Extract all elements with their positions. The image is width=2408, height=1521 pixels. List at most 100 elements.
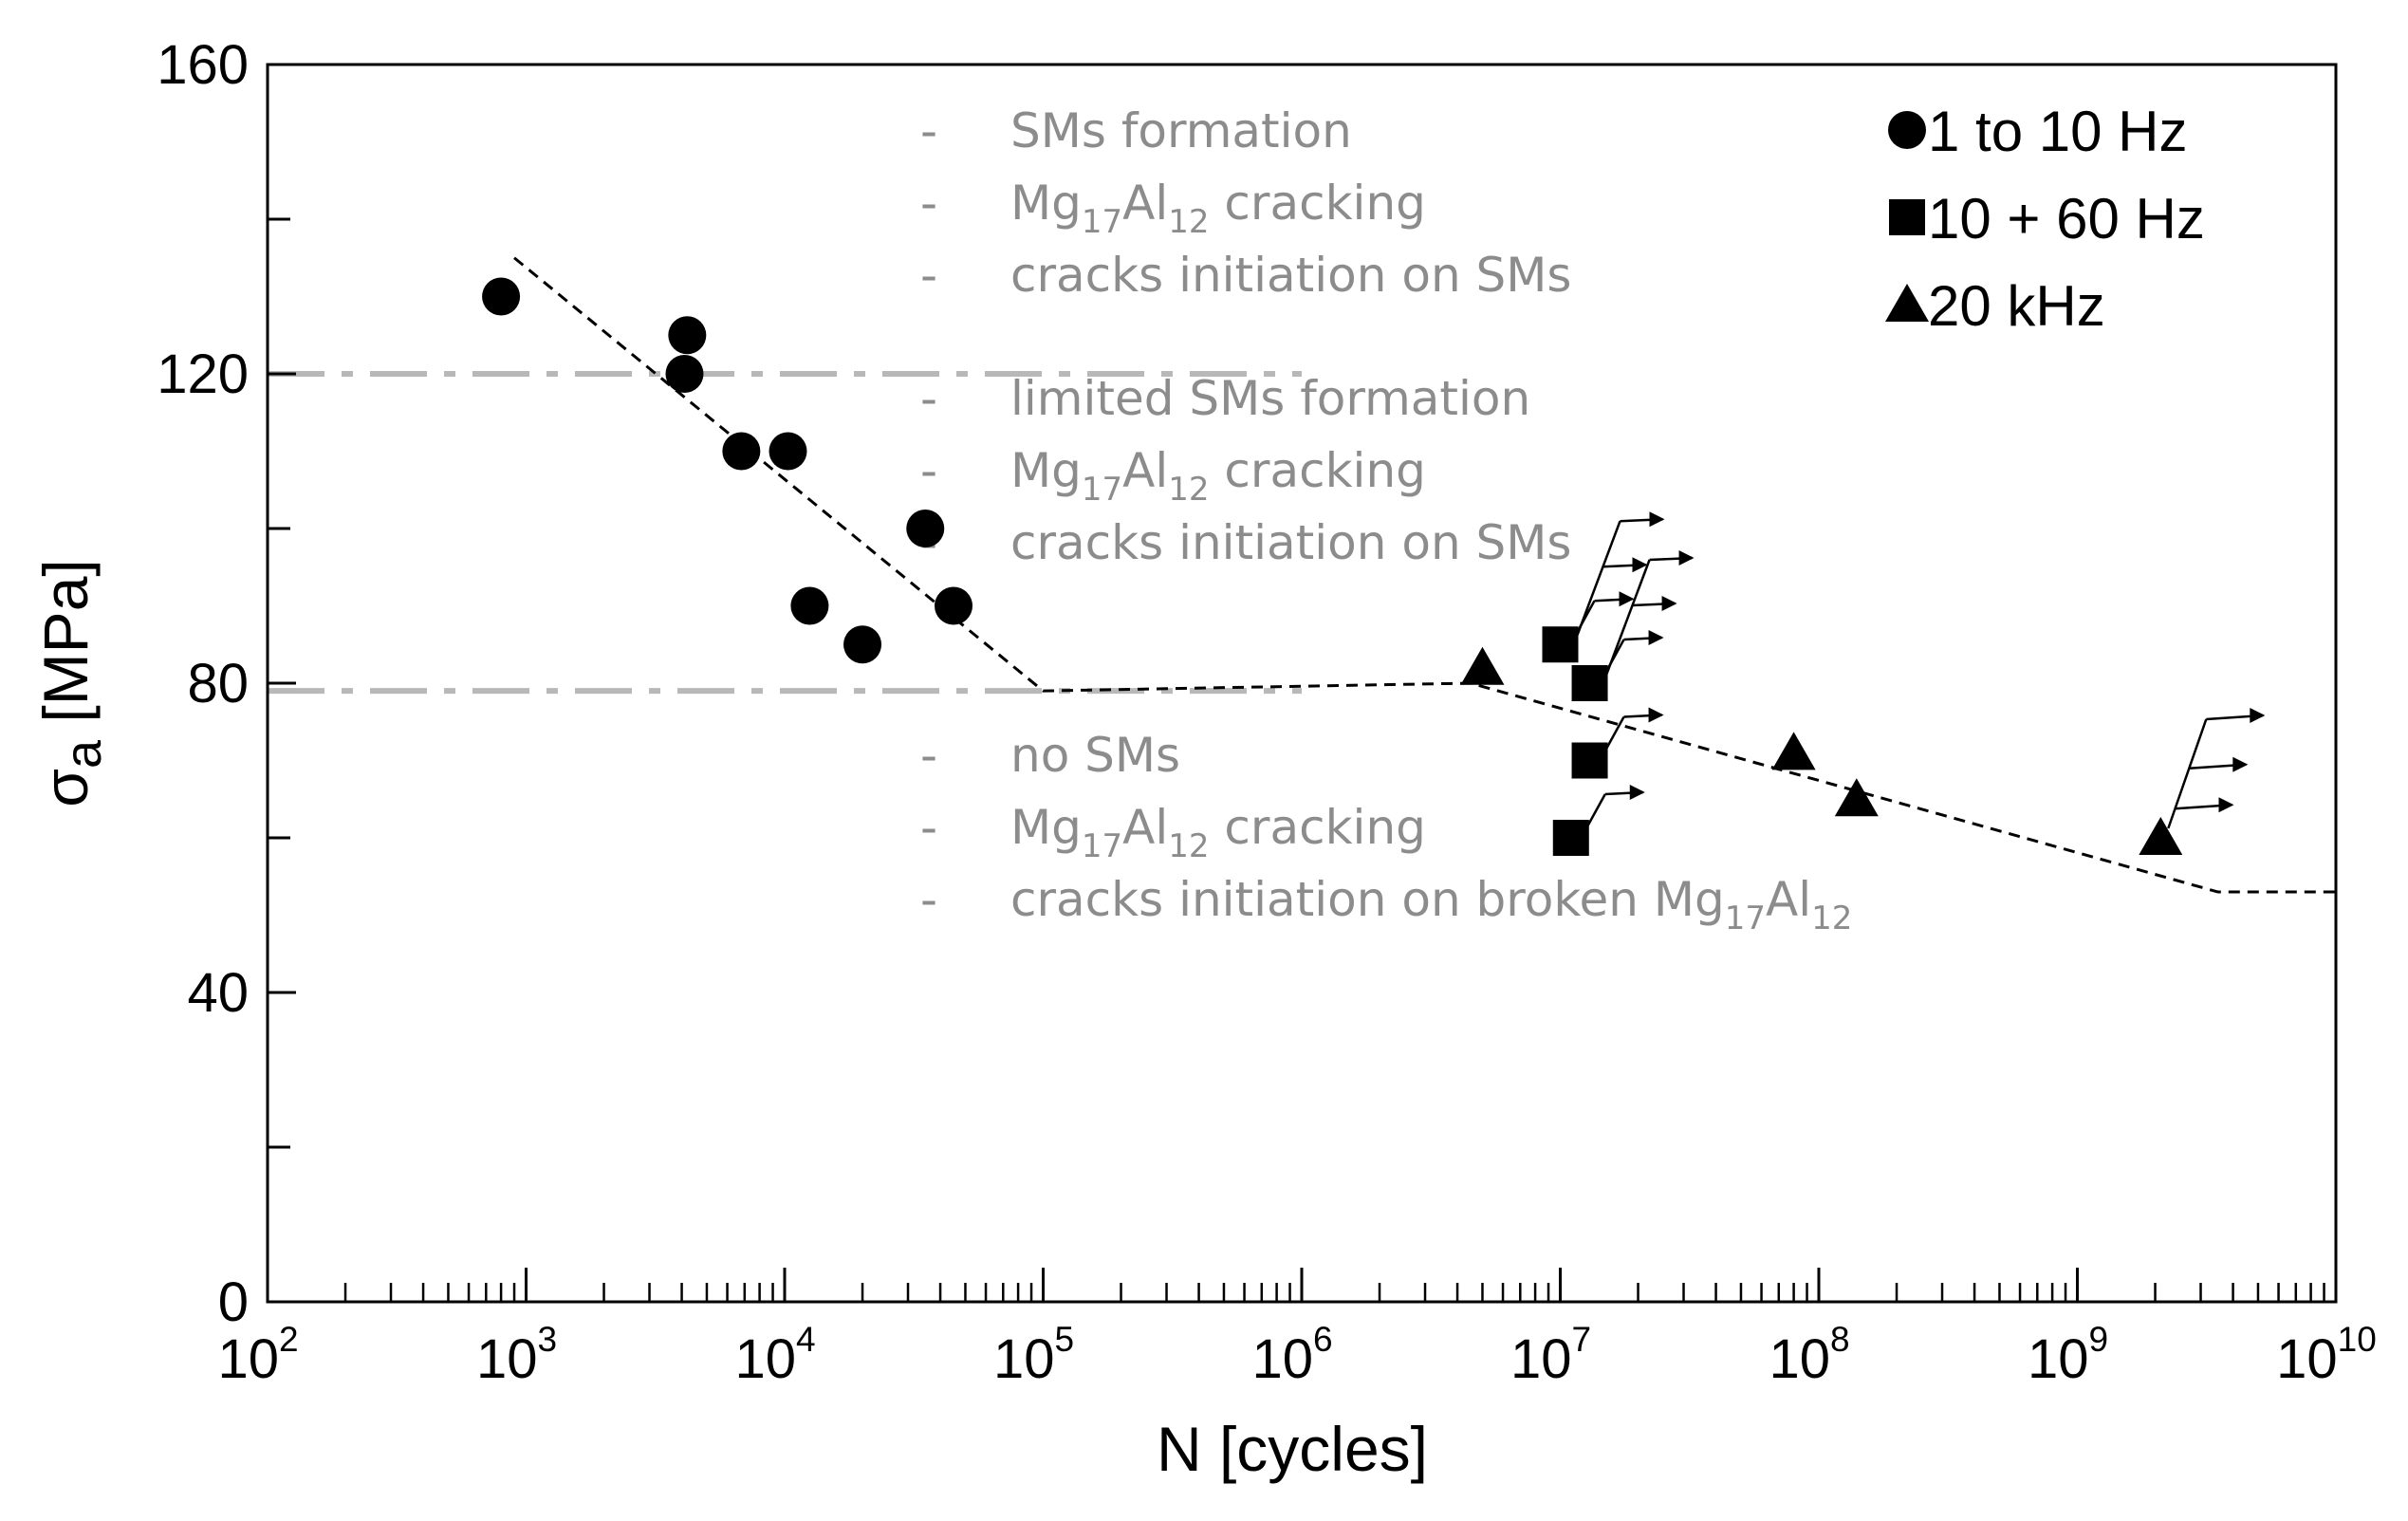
annotation-text-part: Al (1122, 176, 1168, 231)
annotation-text-part: cracking (1210, 443, 1426, 498)
y-tick-label: 40 (187, 962, 249, 1024)
x-tick-exponent: 6 (1313, 1320, 1333, 1359)
annotation-line: Mg17Al12 cracking (1010, 443, 1426, 509)
annotation-bullet: - (920, 800, 937, 855)
square-point (1571, 742, 1608, 779)
runout-stem (1605, 559, 1651, 675)
x-tick-label: 102 (217, 1320, 298, 1390)
annotation-bullet: - (920, 443, 937, 498)
x-axis-title: N [cycles] (1157, 1414, 1428, 1484)
annotation-line: Mg17Al12 cracking (1010, 800, 1426, 865)
runout-arrowhead (1648, 707, 1664, 723)
x-tick-base: 10 (1510, 1328, 1572, 1390)
annotation-text-part: cracks initiation on broken Mg (1010, 872, 1725, 927)
runout-stem (1576, 520, 1621, 636)
runout-arrowhead (1661, 596, 1677, 611)
circle-point (790, 586, 829, 625)
annotation-subscript: 12 (1168, 203, 1209, 241)
annotation-text-part: no SMs (1010, 728, 1180, 783)
annotation-line: Mg17Al12 cracking (1010, 176, 1426, 241)
y-tick-label: 120 (157, 343, 249, 405)
threshold-lines (268, 371, 1302, 695)
legend-marker-circle (1888, 111, 1926, 149)
annotation-text-part: cracking (1210, 800, 1426, 855)
annotation-text-part: Mg (1010, 176, 1082, 231)
y-axis-ticks: 0 40 80 120 160 (157, 34, 296, 1333)
x-tick-exponent: 7 (1571, 1320, 1591, 1359)
annotation-text-part: Al (1766, 872, 1811, 927)
annotation-line: cracks initiation on broken Mg17Al12 (1010, 872, 1852, 937)
x-tick-exponent: 8 (1830, 1320, 1850, 1359)
x-tick-exponent: 5 (1054, 1320, 1074, 1359)
square-point (1542, 626, 1579, 663)
annotation-subscript: 12 (1811, 900, 1852, 937)
circle-point (722, 432, 761, 471)
y-axis-title: σa [MPa] (30, 559, 112, 807)
annotation-text-part: Mg (1010, 800, 1082, 855)
annotation-text-part: SMs formation (1010, 103, 1352, 158)
runout-arrows (1572, 511, 2266, 833)
x-tick-label: 108 (1769, 1320, 1849, 1390)
x-tick-label: 106 (1251, 1320, 1332, 1390)
legend-marker-triangle (1885, 284, 1929, 322)
annotation-bullet: - (920, 728, 937, 783)
x-tick-label: 103 (476, 1320, 557, 1390)
runout-arrowhead (1632, 557, 1648, 573)
annotation-bullet: - (920, 103, 937, 158)
annotation-line: limited SMs formation (1010, 371, 1530, 426)
annotation-text-part: cracks initiation on SMs (1010, 515, 1571, 570)
axis-labels: N [cycles] σa [MPa] (30, 559, 1428, 1484)
runout-stem (2167, 718, 2208, 829)
circle-point (843, 625, 882, 664)
x-tick-base: 10 (476, 1328, 538, 1390)
data-points (482, 277, 2183, 856)
trend-line-group (513, 256, 2336, 894)
triangle-point (1771, 732, 1816, 770)
square-point (1571, 665, 1608, 701)
circle-point (935, 586, 973, 625)
annotation-subscript: 12 (1168, 827, 1209, 865)
annotation-text-part: cracks initiation on SMs (1010, 248, 1571, 303)
x-tick-base: 10 (734, 1328, 796, 1390)
x-tick-exponent: 10 (2338, 1320, 2377, 1359)
x-axis-ticks: 102 103 104 105 106 107 108 109 1010 (217, 1268, 2377, 1390)
circle-point (906, 510, 945, 547)
triangle-point (2139, 817, 2183, 855)
triangle-point (1834, 778, 1879, 817)
annotation-line: no SMs (1010, 728, 1180, 783)
runout-arrowhead (2250, 708, 2266, 723)
annotations: - SMs formation- Mg17Al12 cracking-cracks … (920, 103, 1852, 937)
x-tick-base: 10 (2028, 1328, 2089, 1390)
legend-label: 1 to 10 Hz (1928, 100, 2188, 163)
x-tick-base: 10 (993, 1328, 1055, 1390)
circle-point (482, 277, 521, 316)
y-tick-label: 160 (157, 34, 249, 96)
legend-marker-square (1889, 199, 1925, 235)
circle-point (665, 355, 704, 393)
x-tick-label: 107 (1510, 1320, 1591, 1390)
y-axis-title-unit: [MPa] (30, 559, 101, 740)
annotation-text-part: cracking (1210, 176, 1426, 231)
x-tick-label: 109 (2028, 1320, 2108, 1390)
annotation-text-part: Mg (1010, 443, 1082, 498)
y-axis-title-subscript: a (55, 739, 112, 769)
legend: 1 to 10 Hz 10 + 60 Hz 20 kHz (1885, 100, 2205, 338)
annotation-subscript: 17 (1082, 203, 1122, 241)
circle-point (668, 316, 707, 355)
annotation-subscript: 17 (1082, 827, 1122, 865)
annotation-bullet: - (920, 872, 937, 927)
runout-arrowhead (1619, 591, 1635, 607)
triangle-point (1460, 646, 1505, 685)
runout-arrowhead (2232, 756, 2249, 772)
x-tick-exponent: 2 (279, 1320, 299, 1359)
annotation-bullet: - (920, 371, 937, 426)
y-tick-label: 80 (187, 653, 249, 714)
legend-label: 10 + 60 Hz (1928, 187, 2205, 250)
x-tick-base: 10 (217, 1328, 279, 1390)
x-tick-exponent: 3 (537, 1320, 557, 1359)
annotation-subscript: 12 (1168, 471, 1209, 509)
x-tick-exponent: 9 (2088, 1320, 2108, 1359)
runout-arrowhead (1648, 630, 1664, 645)
annotation-line: cracks initiation on SMs (1010, 515, 1571, 570)
